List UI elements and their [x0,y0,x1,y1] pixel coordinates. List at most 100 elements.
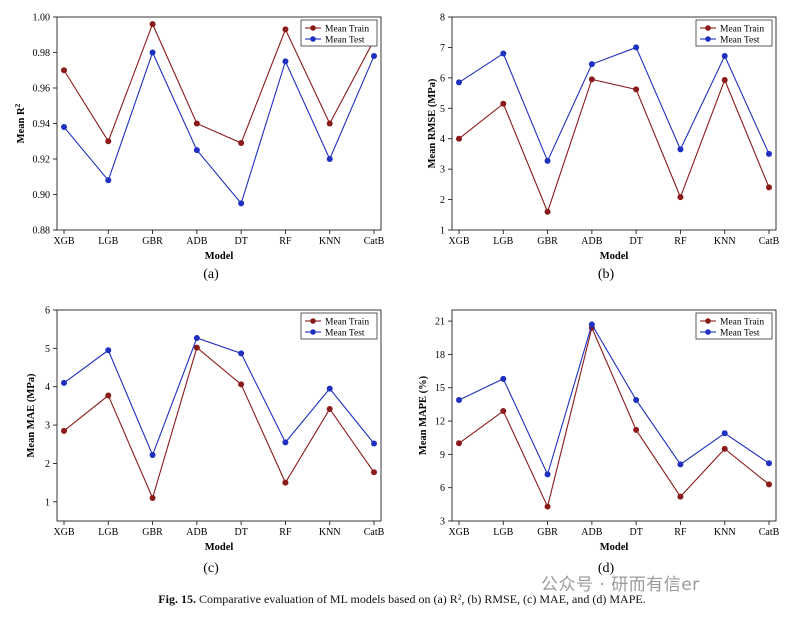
data-point-test [282,58,289,65]
data-point-test [193,147,200,154]
data-point-train [766,184,772,191]
legend-swatch-marker [310,25,316,31]
data-point-test [588,61,595,68]
panel-label: (c) [203,561,219,576]
y-tick-label: 2 [45,459,50,470]
panel-label: (a) [203,267,219,282]
data-point-test [677,461,684,468]
x-tick-label: CatB [759,236,780,247]
data-point-test [326,156,333,162]
data-point-train [633,426,640,433]
x-tick-label: ADB [581,236,602,247]
data-point-train [61,67,67,74]
figure-caption: Fig. 15. Comparative evaluation of ML mo… [0,592,804,607]
y-tick-label: 3 [45,421,50,432]
x-tick-label: GBR [142,236,163,247]
y-tick-label: 0.92 [33,155,51,166]
y-tick-label: 1 [45,497,50,508]
y-tick-label: 4 [45,382,50,393]
data-point-train [371,469,377,476]
x-tick-label: CatB [759,527,780,538]
data-point-test [456,79,462,86]
legend-label: Mean Train [325,25,369,35]
x-tick-label: DT [234,527,247,538]
data-point-train [105,138,112,145]
chart-b: 1 2 3 4 5 6 7 8 XGB LGB GBR ADB DT RF KNN CatB Model Mean… [427,13,780,283]
y-tick-label: 21 [435,317,445,328]
watermark-text: 公众号 · 研而有信er [541,575,700,595]
x-tick-label: ADB [186,527,207,538]
data-point-train [544,208,551,215]
x-tick-label: KNN [714,527,736,538]
data-point-test [326,385,333,392]
series-line-test [63,51,375,205]
data-point-test [61,379,67,386]
x-tick-label: KNN [319,236,341,247]
data-point-train [238,140,245,147]
data-point-train [282,26,289,33]
data-point-test [105,347,112,354]
data-point-train [677,493,684,500]
x-axis-title: Model [205,251,234,262]
x-tick-label: RF [674,527,687,538]
caption-label: Fig. 15. [158,592,196,606]
data-point-test [282,439,289,446]
x-tick-label: LGB [98,236,118,247]
x-tick-label: GBR [537,236,558,247]
panel-label: (d) [598,561,615,576]
series-line-test [458,323,770,476]
chart-c: 1 2 3 4 5 6 XGB LGB GBR ADB DT RF KNN CatB Model Mean M… [26,306,385,577]
legend-swatch-marker [310,36,316,42]
data-point-test [766,460,772,467]
data-point-test [500,375,507,382]
x-tick-label: ADB [186,236,207,247]
data-point-test [677,146,684,153]
data-point-test [588,321,595,328]
data-point-train [633,86,640,93]
x-tick-label: LGB [98,527,118,538]
x-tick-label: RF [279,527,292,538]
y-tick-label: 6 [45,306,50,317]
y-tick-label: 0.98 [33,48,51,59]
series-line-train [63,346,375,500]
data-point-train [149,21,156,28]
x-tick-label: DT [629,527,642,538]
data-point-train [677,194,684,201]
legend-label: Mean Test [720,329,760,339]
x-tick-label: DT [234,236,247,247]
y-tick-label: 0.94 [33,119,51,130]
legend-swatch-marker [705,329,711,335]
y-tick-label: 0.96 [33,84,51,95]
legend-label: Mean Test [720,36,760,46]
data-point-test [371,440,377,447]
data-point-test [238,350,245,357]
legend-box [695,19,773,47]
data-point-train [326,120,333,127]
y-tick-label: 3 [440,165,445,176]
panel-label: (b) [598,267,615,282]
legend-label: Mean Test [325,36,365,46]
y-axis-title-superscript: 2 [13,103,22,107]
data-point-test [371,53,377,60]
series-line-test [458,46,770,163]
x-tick-label: KNN [319,527,341,538]
data-point-test [238,200,245,207]
y-tick-label: 5 [45,344,50,355]
data-point-train [588,76,595,83]
data-point-train [105,392,112,399]
chart-a: 0.88 0.90 0.92 0.94 0.96 0.98 1.00 XGB LGB GBR ADB… [13,13,385,283]
legend-swatch-marker [705,25,711,31]
caption-text: Comparative evaluation of ML models base… [198,592,646,606]
y-tick-label: 0.90 [33,190,51,201]
data-point-train [282,479,289,486]
y-axis-title: Mean R2 [13,103,27,143]
legend-box [695,312,773,340]
data-point-test [105,177,112,184]
y-tick-label: 7 [440,43,445,54]
x-tick-label: RF [279,236,292,247]
y-tick-label: 5 [440,104,445,115]
legend-label: Mean Train [720,25,764,35]
x-tick-label: XGB [53,236,74,247]
